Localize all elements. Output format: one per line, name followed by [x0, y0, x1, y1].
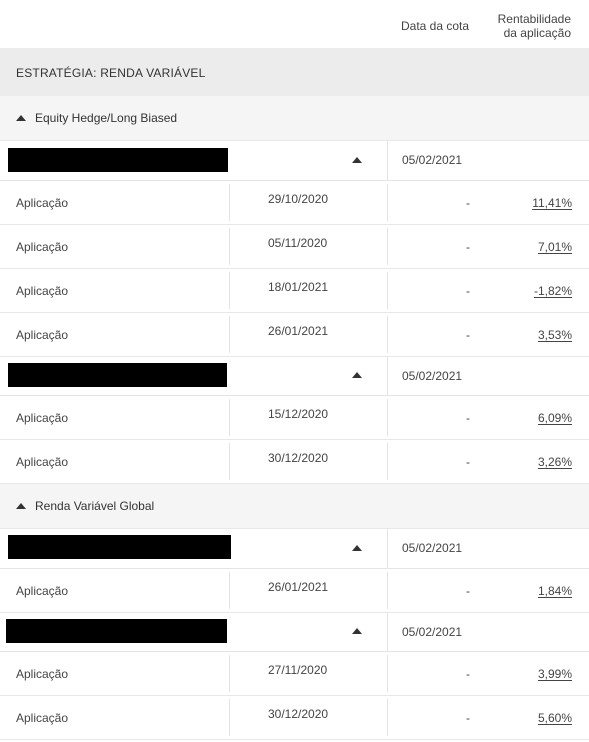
table-row: Aplicação 26/01/2021 - 1,84% [0, 569, 589, 613]
redacted-fund-name [8, 535, 231, 559]
application-date: 05/11/2020 [268, 236, 328, 250]
group-label: Renda Variável Global [35, 499, 155, 513]
application-cota: - [466, 284, 470, 298]
application-rentability-link[interactable]: 1,84% [537, 584, 572, 598]
redacted-fund-name [8, 148, 228, 172]
column-header-rentabilidade-line2: da aplicação [503, 26, 571, 40]
fund-cota-date: 05/02/2021 [402, 369, 463, 383]
application-date: 27/11/2020 [268, 663, 328, 677]
column-divider [387, 272, 388, 309]
column-divider [387, 184, 388, 221]
application-cota: - [466, 196, 470, 210]
application-type: Aplicação [16, 667, 69, 681]
table-row: Aplicação 05/11/2020 - 7,01% [0, 225, 589, 269]
redacted-fund-name [6, 619, 227, 643]
table-row: Aplicação 29/10/2020 - 11,41% [0, 181, 589, 225]
table-row: Aplicação 27/11/2020 - 3,99% [0, 652, 589, 696]
column-divider [387, 357, 388, 395]
column-divider [229, 399, 230, 436]
application-rentability-link[interactable]: 6,09% [537, 411, 572, 425]
application-rentability-link[interactable]: 3,26% [537, 455, 572, 469]
fund-row[interactable]: 05/02/2021 [0, 613, 589, 652]
column-header-data-da-cota: Data da cota [401, 19, 470, 33]
fund-cota-date: 05/02/2021 [402, 541, 463, 555]
application-cota: - [466, 711, 470, 725]
column-divider [229, 655, 230, 692]
collapse-caret-icon[interactable] [352, 545, 362, 551]
column-divider [387, 443, 388, 480]
application-type: Aplicação [16, 711, 69, 725]
application-type: Aplicação [16, 584, 69, 598]
group-label: Equity Hedge/Long Biased [35, 111, 178, 125]
application-cota: - [466, 667, 470, 681]
group-header-renda-variavel-global[interactable]: Renda Variável Global [0, 484, 589, 529]
collapse-triangle-icon[interactable] [16, 503, 26, 509]
collapse-triangle-icon[interactable] [16, 115, 26, 121]
table-row: Aplicação 30/12/2020 - 3,26% [0, 440, 589, 484]
collapse-caret-icon[interactable] [352, 628, 362, 634]
application-type: Aplicação [16, 284, 69, 298]
fund-row[interactable]: 05/02/2021 [0, 141, 589, 181]
column-header-rentabilidade: Rentabilidade da aplicação [498, 12, 571, 40]
column-divider [387, 399, 388, 436]
application-date: 15/12/2020 [268, 407, 329, 421]
column-divider [229, 316, 230, 353]
column-divider [229, 572, 230, 609]
application-rentability-link[interactable]: 3,99% [537, 667, 572, 681]
column-divider [387, 699, 388, 736]
application-type: Aplicação [16, 196, 69, 210]
fund-row[interactable]: 05/02/2021 [0, 357, 589, 396]
application-rentability-link[interactable]: 11,41% [532, 196, 572, 210]
group-header-equity-hedge[interactable]: Equity Hedge/Long Biased [0, 96, 589, 141]
column-divider [229, 184, 230, 221]
application-date: 29/10/2020 [268, 192, 329, 206]
column-divider [387, 613, 388, 651]
collapse-caret-icon[interactable] [352, 372, 362, 378]
application-rentability-link[interactable]: -1,82% [533, 284, 572, 298]
table-row: Aplicação 18/01/2021 - -1,82% [0, 269, 589, 313]
column-divider [387, 655, 388, 692]
application-date: 26/01/2021 [268, 580, 329, 594]
strategy-label: ESTRATÉGIA: RENDA VARIÁVEL [16, 66, 206, 80]
column-divider [387, 572, 388, 609]
strategy-section-header: ESTRATÉGIA: RENDA VARIÁVEL [0, 48, 589, 96]
table-header: Data da cota Rentabilidade da aplicação [0, 0, 589, 48]
application-type: Aplicação [16, 411, 69, 425]
application-cota: - [466, 328, 470, 342]
application-cota: - [466, 455, 470, 469]
column-divider [229, 443, 230, 480]
application-cota: - [466, 240, 470, 254]
application-cota: - [466, 411, 470, 425]
column-divider [387, 316, 388, 353]
application-rentability-link[interactable]: 3,53% [537, 328, 572, 342]
redacted-fund-name [8, 363, 227, 387]
application-date: 30/12/2020 [268, 707, 329, 721]
column-header-rentabilidade-line1: Rentabilidade [497, 12, 571, 26]
application-date: 26/01/2021 [268, 324, 329, 338]
table-row: Aplicação 15/12/2020 - 6,09% [0, 396, 589, 440]
column-divider [387, 529, 388, 568]
application-rentability-link[interactable]: 5,60% [537, 711, 572, 725]
application-date: 30/12/2020 [268, 451, 329, 465]
table-row: Aplicação 26/01/2021 - 3,53% [0, 313, 589, 357]
application-cota: - [466, 584, 470, 598]
application-type: Aplicação [16, 328, 69, 342]
column-divider [229, 699, 230, 736]
column-divider [229, 272, 230, 309]
fund-row[interactable]: 05/02/2021 [0, 529, 589, 569]
application-rentability-link[interactable]: 7,01% [537, 240, 572, 254]
table-row: Aplicação 30/12/2020 - 5,60% [0, 696, 589, 740]
application-type: Aplicação [16, 240, 69, 254]
application-date: 18/01/2021 [268, 280, 329, 294]
column-divider [387, 141, 388, 180]
application-type: Aplicação [16, 455, 69, 469]
column-divider [229, 228, 230, 265]
collapse-caret-icon[interactable] [352, 157, 362, 163]
column-divider [387, 228, 388, 265]
fund-cota-date: 05/02/2021 [402, 153, 463, 167]
fund-cota-date: 05/02/2021 [402, 625, 463, 639]
